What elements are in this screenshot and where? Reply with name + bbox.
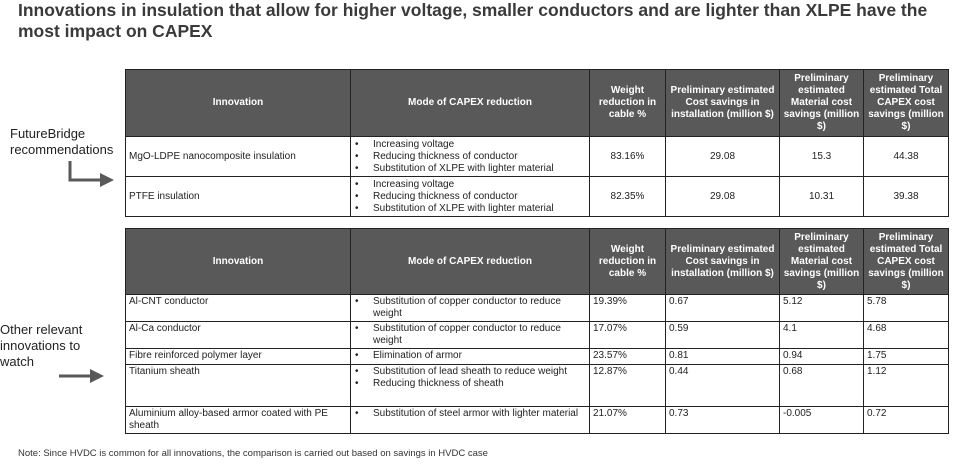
mode-item: Substitution of copper conductor to redu… xyxy=(354,296,586,320)
recommended-innovations-table: Innovation Mode of CAPEX reduction Weigh… xyxy=(125,69,949,217)
header-innovation: Innovation xyxy=(125,228,351,295)
mode-cell: Substitution of copper conductor to redu… xyxy=(350,294,590,322)
material-cell: -0.005 xyxy=(779,406,864,434)
footnote: Note: Since HVDC is common for all innov… xyxy=(18,448,488,459)
total-cell: 4.68 xyxy=(863,321,949,349)
innovation-cell: MgO-LDPE nanocomposite insulation xyxy=(125,136,351,177)
page-title: Innovations in insulation that allow for… xyxy=(18,0,928,41)
installation-cell: 0.59 xyxy=(665,321,780,349)
other-innovations-label: Other relevant innovations to watch xyxy=(0,322,83,369)
header-mode: Mode of CAPEX reduction xyxy=(350,69,590,137)
weight-cell: 17.07% xyxy=(589,321,666,349)
installation-cell: 29.08 xyxy=(665,136,780,177)
material-cell: 4.1 xyxy=(779,321,864,349)
installation-cell: 0.73 xyxy=(665,406,780,434)
material-cell: 5.12 xyxy=(779,294,864,322)
innovation-cell: Fibre reinforced polymer layer xyxy=(125,348,351,365)
header-total: Preliminary estimated Total CAPEX cost s… xyxy=(863,69,949,137)
weight-cell: 12.87% xyxy=(589,364,666,407)
innovation-cell: Al-Ca conductor xyxy=(125,321,351,349)
header-mode: Mode of CAPEX reduction xyxy=(350,228,590,295)
total-cell: 5.78 xyxy=(863,294,949,322)
mode-item: Increasing voltage xyxy=(354,139,586,151)
mode-item: Substitution of lead sheath to reduce we… xyxy=(354,366,586,378)
table-row: PTFE insulation Increasing voltage Reduc… xyxy=(125,176,949,217)
table-row: MgO-LDPE nanocomposite insulation Increa… xyxy=(125,136,949,177)
other-innovations-table: Innovation Mode of CAPEX reduction Weigh… xyxy=(125,228,949,434)
table-row: Fibre reinforced polymer layer Eliminati… xyxy=(125,348,949,365)
installation-cell: 0.67 xyxy=(665,294,780,322)
header-weight: Weight reduction in cable % xyxy=(589,228,666,295)
header-material: Preliminary estimated Material cost savi… xyxy=(779,228,864,295)
mode-item: Substitution of XLPE with lighter materi… xyxy=(354,203,586,215)
arrow-right-elbow-icon xyxy=(68,161,114,187)
mode-item: Reducing thickness of conductor xyxy=(354,151,586,163)
table-row: Aluminium alloy-based armor coated with … xyxy=(125,406,949,434)
mode-item: Reducing thickness of conductor xyxy=(354,191,586,203)
innovation-cell: Al-CNT conductor xyxy=(125,294,351,322)
mode-cell: Substitution of steel armor with lighter… xyxy=(350,406,590,434)
table-header-row: Innovation Mode of CAPEX reduction Weigh… xyxy=(125,69,949,137)
mode-cell: Substitution of copper conductor to redu… xyxy=(350,321,590,349)
table-row: Titanium sheath Substitution of lead she… xyxy=(125,364,949,407)
material-cell: 15.3 xyxy=(779,136,864,177)
mode-cell: Substitution of lead sheath to reduce we… xyxy=(350,364,590,407)
material-cell: 10.31 xyxy=(779,176,864,217)
total-cell: 1.12 xyxy=(863,364,949,407)
installation-cell: 29.08 xyxy=(665,176,780,217)
arrow-right-icon xyxy=(59,369,104,383)
table-header-row: Innovation Mode of CAPEX reduction Weigh… xyxy=(125,228,949,295)
mode-cell: Elimination of armor xyxy=(350,348,590,365)
material-cell: 0.94 xyxy=(779,348,864,365)
innovation-cell: Aluminium alloy-based armor coated with … xyxy=(125,406,351,434)
mode-cell: Increasing voltage Reducing thickness of… xyxy=(350,136,590,177)
mode-item: Increasing voltage xyxy=(354,179,586,191)
total-cell: 0.72 xyxy=(863,406,949,434)
mode-item: Elimination of armor xyxy=(354,350,586,362)
installation-cell: 0.81 xyxy=(665,348,780,365)
mode-item: Substitution of steel armor with lighter… xyxy=(354,408,586,420)
table-row: Al-Ca conductor Substitution of copper c… xyxy=(125,321,949,349)
innovation-cell: Titanium sheath xyxy=(125,364,351,407)
installation-cell: 0.44 xyxy=(665,364,780,407)
header-installation: Preliminary estimated Cost savings in in… xyxy=(665,69,780,137)
total-cell: 44.38 xyxy=(863,136,949,177)
innovation-cell: PTFE insulation xyxy=(125,176,351,217)
weight-cell: 83.16% xyxy=(589,136,666,177)
mode-item: Reducing thickness of sheath xyxy=(354,378,586,390)
mode-item: Substitution of copper conductor to redu… xyxy=(354,323,586,347)
total-cell: 39.38 xyxy=(863,176,949,217)
table-row: Al-CNT conductor Substitution of copper … xyxy=(125,294,949,322)
header-weight: Weight reduction in cable % xyxy=(589,69,666,137)
header-total: Preliminary estimated Total CAPEX cost s… xyxy=(863,228,949,295)
material-cell: 0.68 xyxy=(779,364,864,407)
weight-cell: 23.57% xyxy=(589,348,666,365)
header-material: Preliminary estimated Material cost savi… xyxy=(779,69,864,137)
header-innovation: Innovation xyxy=(125,69,351,137)
mode-cell: Increasing voltage Reducing thickness of… xyxy=(350,176,590,217)
header-installation: Preliminary estimated Cost savings in in… xyxy=(665,228,780,295)
futurebridge-label: FutureBridge recommendations xyxy=(10,126,114,157)
weight-cell: 82.35% xyxy=(589,176,666,217)
mode-item: Substitution of XLPE with lighter materi… xyxy=(354,163,586,175)
weight-cell: 19.39% xyxy=(589,294,666,322)
weight-cell: 21.07% xyxy=(589,406,666,434)
total-cell: 1.75 xyxy=(863,348,949,365)
